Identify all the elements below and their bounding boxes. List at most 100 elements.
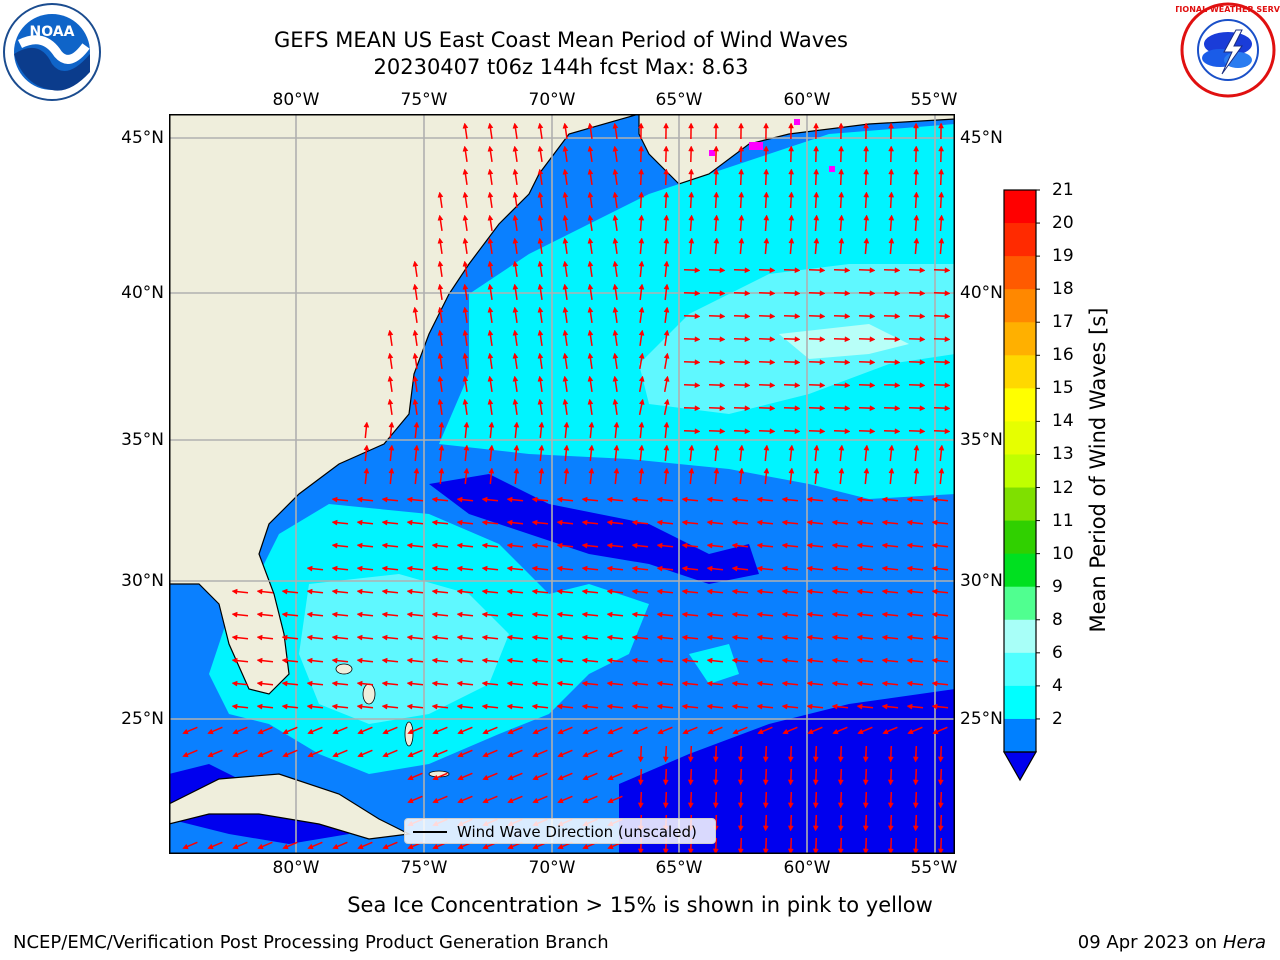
wind-wave-arrow-head xyxy=(663,283,670,290)
wind-wave-arrow-head xyxy=(612,352,619,359)
wind-wave-arrow-head xyxy=(606,519,613,526)
wind-wave-arrow-head xyxy=(582,751,589,758)
wind-wave-arrow-head xyxy=(763,214,770,221)
wind-wave-arrow-head xyxy=(456,703,463,710)
wind-wave-arrow-head xyxy=(257,751,264,758)
wind-wave-arrow-head xyxy=(906,519,913,526)
wind-wave-arrow-head xyxy=(831,634,838,641)
wind-wave-arrow-head xyxy=(256,611,263,618)
colorbar-segment xyxy=(1004,718,1036,753)
wind-wave-arrow-head xyxy=(506,588,513,595)
colorbar-tick-label: 17 xyxy=(1052,312,1074,333)
wind-wave-arrow-head xyxy=(919,267,926,274)
wind-wave-arrow-head xyxy=(482,751,489,758)
wind-wave-arrow-head xyxy=(613,421,620,428)
wind-wave-arrow-head xyxy=(562,260,569,267)
wind-wave-arrow-head xyxy=(207,843,214,850)
wind-wave-arrow-head xyxy=(612,145,619,152)
wind-wave-arrow-head xyxy=(481,611,488,618)
wind-wave-arrow-head xyxy=(638,191,645,198)
wind-wave-arrow-head xyxy=(437,260,444,267)
wind-wave-arrow-head xyxy=(887,802,894,809)
wind-wave-arrow-head xyxy=(581,611,588,618)
wind-wave-arrow-head xyxy=(412,352,419,359)
wind-wave-arrow-head xyxy=(687,802,694,809)
wind-wave-arrow-head xyxy=(756,634,763,641)
wind-wave-arrow-head xyxy=(831,565,838,572)
wind-wave-arrow-head xyxy=(662,848,669,854)
wind-wave-arrow-head xyxy=(731,611,738,618)
wind-wave-arrow-head xyxy=(706,519,713,526)
wind-wave-arrow-head xyxy=(437,306,444,313)
wind-wave-arrow-head xyxy=(832,728,839,735)
colorbar-tick-label: 19 xyxy=(1052,246,1074,267)
footer-right: 09 Apr 2023 on Hera xyxy=(1078,932,1266,954)
wind-wave-arrow-head xyxy=(537,306,544,313)
wind-wave-arrow-head xyxy=(537,260,544,267)
wind-wave-arrow-head xyxy=(282,843,289,850)
wind-wave-arrow-head xyxy=(481,519,488,526)
wind-wave-arrow-head xyxy=(537,145,544,152)
wind-wave-arrow-head xyxy=(719,267,726,274)
colorbar-segment xyxy=(1004,388,1036,422)
wind-wave-arrow-head xyxy=(412,375,419,382)
wind-wave-arrow-head xyxy=(488,444,495,451)
wind-wave-arrow-head xyxy=(512,260,519,267)
wind-wave-arrow-head xyxy=(537,375,544,382)
wind-wave-arrow-head xyxy=(456,588,463,595)
wind-wave-arrow-head xyxy=(638,306,645,313)
wind-wave-arrow-head xyxy=(481,565,488,572)
wind-wave-arrow-head xyxy=(662,779,669,786)
wind-wave-arrow-head xyxy=(788,444,795,451)
wind-wave-arrow-head xyxy=(812,825,819,832)
wind-wave-arrow-head xyxy=(756,496,763,503)
wind-wave-arrow-head xyxy=(406,634,413,641)
wind-wave-arrow-head xyxy=(406,611,413,618)
wind-wave-arrow-head xyxy=(356,703,363,710)
wind-wave-arrow-head xyxy=(813,214,820,221)
wind-wave-arrow-head xyxy=(506,542,513,549)
wind-wave-arrow-head xyxy=(462,237,469,244)
wind-wave-arrow-head xyxy=(356,680,363,687)
wind-wave-arrow-head xyxy=(537,237,544,244)
wind-wave-arrow-head xyxy=(381,680,388,687)
wind-wave-arrow-head xyxy=(656,519,663,526)
wind-wave-arrow-head xyxy=(587,375,594,382)
wind-wave-arrow-head xyxy=(837,779,844,786)
wind-wave-arrow-head xyxy=(813,467,820,474)
wind-wave-arrow-head xyxy=(381,565,388,572)
wind-wave-arrow-head xyxy=(906,496,913,503)
wind-wave-arrow-head xyxy=(838,237,845,244)
wind-wave-arrow-head xyxy=(556,565,563,572)
wind-wave-arrow-head xyxy=(562,329,569,336)
wind-wave-arrow-head xyxy=(638,260,645,267)
wind-wave-arrow-head xyxy=(587,329,594,336)
wind-wave-arrow-head xyxy=(607,728,614,735)
wind-wave-arrow-head xyxy=(331,634,338,641)
wind-wave-arrow-head xyxy=(838,168,845,175)
lat-label-right: 25°N xyxy=(960,709,1003,729)
lat-label-left: 40°N xyxy=(121,283,164,303)
wind-wave-arrow-head xyxy=(606,542,613,549)
wind-wave-arrow-head xyxy=(719,313,726,320)
wind-wave-arrow-head xyxy=(506,657,513,664)
wind-wave-arrow-head xyxy=(888,145,895,152)
wind-wave-arrow-head xyxy=(331,542,338,549)
wind-wave-arrow-head xyxy=(888,122,894,129)
wind-wave-arrow-head xyxy=(888,237,895,244)
lat-label-left: 30°N xyxy=(121,571,164,591)
wind-wave-arrow-head xyxy=(531,565,538,572)
colorbar-tick-label: 6 xyxy=(1052,642,1063,663)
wind-wave-arrow-head xyxy=(382,728,389,735)
wind-wave-arrow-head xyxy=(881,657,888,664)
wind-wave-arrow-head xyxy=(556,588,563,595)
wind-wave-arrow-head xyxy=(813,191,820,198)
colorbar-segment xyxy=(1004,685,1036,720)
wind-wave-arrow-head xyxy=(463,421,470,428)
wind-wave-arrow-head xyxy=(706,657,713,664)
wind-wave-arrow-head xyxy=(607,774,614,781)
wind-wave-arrow-head xyxy=(556,657,563,664)
wind-wave-arrow-head xyxy=(612,375,619,382)
wind-wave-arrow-head xyxy=(887,779,894,786)
wind-wave-arrow-head xyxy=(913,214,920,221)
